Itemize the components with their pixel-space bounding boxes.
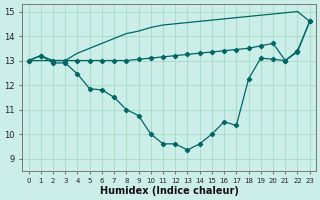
X-axis label: Humidex (Indice chaleur): Humidex (Indice chaleur) bbox=[100, 186, 239, 196]
